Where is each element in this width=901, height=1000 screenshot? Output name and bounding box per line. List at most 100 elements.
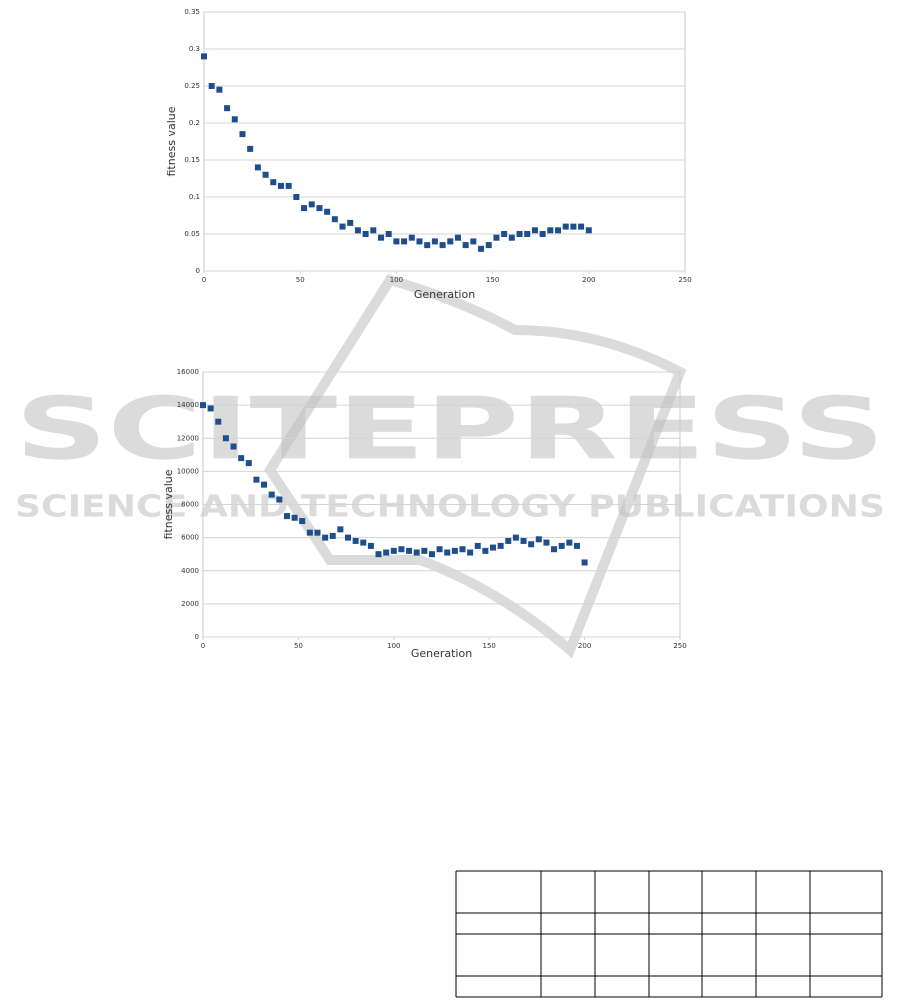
point — [230, 443, 237, 450]
point — [493, 234, 500, 241]
x-tick-label: 50 — [296, 276, 305, 284]
point — [421, 547, 428, 554]
point — [535, 536, 542, 543]
point — [508, 234, 515, 241]
point — [516, 231, 523, 237]
point — [562, 223, 569, 230]
point — [299, 518, 306, 525]
y-tick-label: 6000 — [181, 534, 199, 542]
point — [447, 238, 454, 245]
point — [416, 238, 423, 245]
point — [270, 179, 277, 186]
point — [215, 418, 222, 425]
point — [222, 435, 229, 442]
point — [293, 194, 300, 200]
watermark: SCITEPRESS SCIENCE AND TECHNOLOGY PUBLIC… — [15, 274, 885, 659]
point — [291, 514, 298, 521]
point — [490, 544, 497, 551]
point — [390, 547, 397, 554]
point — [431, 238, 438, 245]
point — [401, 238, 408, 245]
watermark-title: SCITEPRESS — [15, 379, 885, 479]
point — [555, 227, 562, 234]
point — [378, 234, 385, 241]
point — [285, 182, 292, 189]
point — [201, 53, 207, 60]
point — [245, 460, 252, 467]
point — [467, 549, 474, 556]
y-tick-label: 0.1 — [189, 193, 200, 201]
y-axis-label: fitness value — [165, 106, 178, 176]
point — [520, 537, 527, 544]
point — [247, 145, 254, 152]
x-tick-label: 150 — [486, 276, 499, 284]
y-tick-label: 10000 — [177, 467, 199, 475]
point — [408, 234, 415, 241]
point — [393, 238, 400, 245]
x-tick-label: 100 — [387, 642, 400, 650]
point — [208, 83, 215, 89]
x-tick-label: 0 — [202, 276, 206, 284]
y-tick-label: 0 — [195, 633, 199, 641]
point — [362, 231, 369, 237]
x-tick-label: 150 — [483, 642, 496, 650]
point — [276, 496, 283, 503]
watermark-logo — [264, 274, 687, 659]
point — [512, 534, 519, 541]
point — [224, 105, 231, 112]
x-tick-label: 250 — [673, 642, 686, 650]
point — [367, 542, 374, 549]
point — [283, 513, 290, 520]
x-tick-label: 100 — [390, 276, 403, 284]
watermark-subtitle: SCIENCE AND TECHNOLOGY PUBLICATIONS — [15, 490, 885, 525]
point — [314, 529, 321, 536]
point — [444, 549, 451, 556]
y-tick-label: 0.15 — [184, 156, 200, 164]
point — [200, 402, 206, 409]
point — [436, 546, 443, 553]
y-tick-label: 8000 — [181, 501, 199, 509]
point — [262, 171, 269, 178]
point — [478, 245, 485, 252]
point — [501, 231, 508, 237]
point — [482, 547, 489, 554]
point — [301, 205, 308, 212]
point — [268, 491, 275, 498]
point — [385, 231, 392, 237]
point — [331, 216, 338, 223]
point — [581, 559, 588, 566]
y-tick-label: 0.35 — [184, 8, 200, 16]
chart: 0 2000 4000 6000 8000 10000 12000 14000 16000 0 50… — [162, 368, 687, 660]
point — [543, 539, 550, 546]
x-tick-label: 200 — [582, 276, 595, 284]
point — [322, 534, 329, 541]
y-tick-label: 4000 — [181, 567, 199, 575]
point — [306, 529, 313, 536]
x-tick-label: 200 — [578, 642, 591, 650]
point — [261, 481, 268, 488]
point — [337, 526, 344, 533]
point — [207, 405, 214, 412]
y-tick-label: 0 — [196, 267, 200, 275]
point — [428, 551, 435, 558]
point — [474, 542, 481, 549]
point — [239, 131, 246, 138]
point — [398, 546, 405, 553]
point — [352, 537, 359, 544]
y-tick-label: 14000 — [177, 401, 199, 409]
x-tick-label: 50 — [294, 642, 303, 650]
point — [347, 219, 354, 226]
point — [406, 547, 413, 554]
point — [308, 201, 315, 208]
point — [551, 546, 558, 553]
point — [439, 242, 446, 249]
y-tick-label: 0.3 — [189, 45, 200, 53]
point — [413, 549, 420, 556]
point — [528, 541, 535, 548]
point — [558, 542, 565, 549]
point — [539, 231, 546, 237]
point — [459, 546, 466, 553]
point — [383, 549, 390, 556]
y-tick-label: 0.05 — [184, 230, 200, 238]
point — [329, 532, 336, 539]
